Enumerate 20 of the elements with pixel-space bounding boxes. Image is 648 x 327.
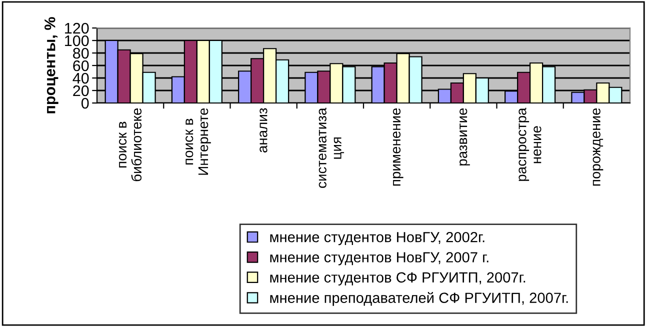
y-tick-label: 60	[73, 60, 89, 72]
y-axis-title: проценты, %	[44, 17, 58, 114]
y-tick-label: 80	[73, 48, 89, 59]
legend-label: мнение студентов СФ РГУИТП, 2007г.	[270, 272, 526, 286]
x-tick-label: развитие	[460, 108, 470, 166]
legend-label: мнение студентов НовГУ, 2002г.	[270, 232, 484, 246]
y-tick-label: 120	[65, 22, 89, 34]
x-tick-label: поиск в Интернете	[186, 108, 211, 175]
y-tick-label: 40	[72, 72, 89, 84]
x-tick-label: систематиза ция	[318, 108, 344, 188]
x-tick-label: применение	[392, 108, 404, 186]
legend-label: мнение студентов НовГУ, 2007 г.	[270, 252, 488, 266]
x-tick-label: анализ	[260, 108, 268, 152]
y-tick-label: 20	[73, 85, 89, 96]
legend-label: мнение преподавателей СФ РГУИТП, 2007г.	[270, 292, 568, 306]
x-tick-label: порождение	[592, 108, 604, 186]
x-tick-label: поиск в библиотеке	[118, 108, 142, 182]
y-tick-label: 100	[65, 35, 89, 46]
x-tick-label: распростра нение	[518, 108, 542, 181]
y-tick-label: 0	[81, 98, 89, 109]
